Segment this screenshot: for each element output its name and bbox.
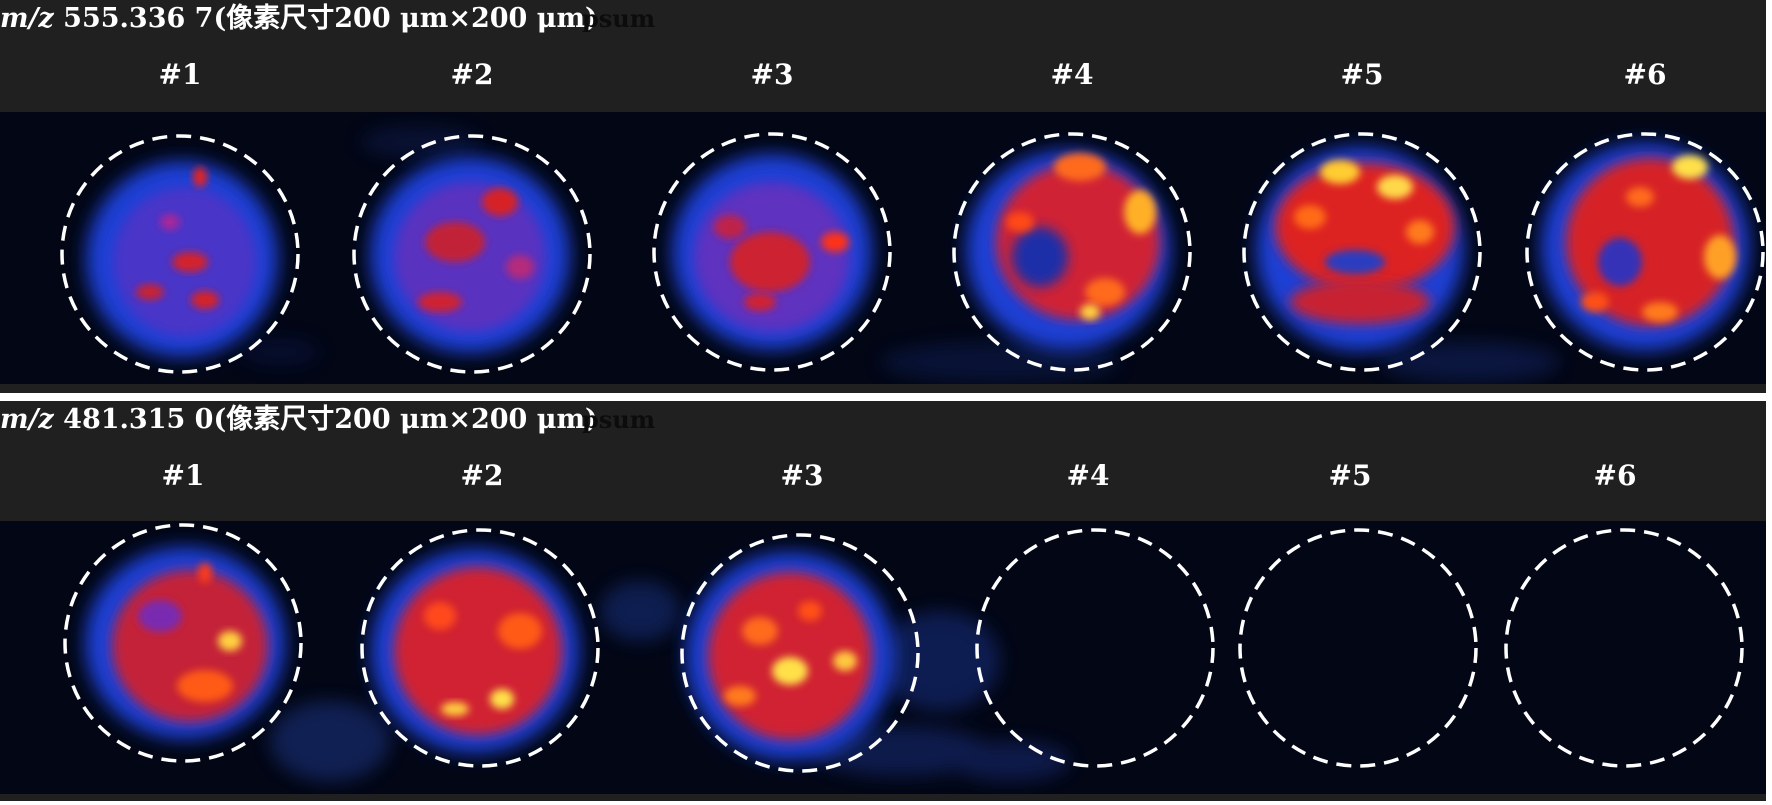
sample-5-signal — [1256, 147, 1464, 351]
panel-title: m/z 555.336 7(像素尺寸200 μm×200 μm) — [0, 0, 598, 38]
sample-label-6: #6 — [1593, 459, 1637, 492]
ms-image-svg — [63, 523, 1744, 781]
sample-5-outline — [1242, 132, 1482, 372]
sample-6-outline — [1504, 528, 1744, 768]
sample-label-2: #2 — [460, 459, 504, 492]
sample-3-signal — [686, 552, 894, 760]
sample-1-signal — [85, 547, 285, 739]
background-noise — [270, 581, 1070, 781]
sample-label-row: #1 #2 #3 #4 #5 #6 — [0, 55, 1766, 105]
ms-image-area — [0, 112, 1766, 384]
sample-1-signal — [86, 161, 278, 357]
sample-6-signal — [1541, 143, 1749, 351]
sample-1-outline — [60, 134, 300, 374]
sample-2-outline — [352, 134, 592, 374]
ghost-text: psum — [582, 4, 656, 33]
sample-label-3: #3 — [780, 459, 824, 492]
sample-label-4: #4 — [1050, 58, 1094, 91]
sample-label-6: #6 — [1623, 58, 1667, 91]
sample-3-outline — [680, 533, 920, 773]
sample-label-1: #1 — [161, 459, 205, 492]
ghost-text: psum — [582, 405, 656, 434]
sample-6-outline — [1525, 132, 1765, 372]
sample-3-outline — [652, 132, 892, 372]
panel-bottom: m/z 481.315 0(像素尺寸200 μm×200 μm) psum #1… — [0, 401, 1766, 801]
sample-label-row: #1 #2 #3 #4 #5 #6 — [0, 456, 1766, 506]
sample-2-signal — [370, 157, 570, 353]
sample-4-outline — [975, 528, 1215, 768]
sample-label-2: #2 — [450, 58, 494, 91]
sample-5-outline — [1238, 528, 1478, 768]
ms-image-svg — [60, 126, 1765, 382]
sample-3-signal — [672, 154, 872, 350]
sample-label-3: #3 — [750, 58, 794, 91]
sample-2-signal — [371, 549, 579, 753]
mz-value: 481.315 0(像素尺寸200 μm×200 μm) — [53, 404, 598, 435]
sample-label-1: #1 — [158, 58, 202, 91]
sample-label-5: #5 — [1340, 58, 1384, 91]
mz-label: m/z — [0, 3, 54, 34]
sample-label-5: #5 — [1328, 459, 1372, 492]
sample-4-signal — [966, 150, 1170, 350]
ms-image-area — [0, 521, 1766, 794]
sample-2-outline — [360, 528, 600, 768]
sample-1-outline — [63, 523, 303, 763]
background-noise — [240, 126, 1560, 382]
sample-label-4: #4 — [1066, 459, 1110, 492]
sample-4-outline — [952, 132, 1192, 372]
mz-label: m/z — [0, 404, 54, 435]
panel-top: m/z 555.336 7(像素尺寸200 μm×200 μm) psum #1… — [0, 0, 1766, 393]
panel-title: m/z 481.315 0(像素尺寸200 μm×200 μm) — [0, 401, 598, 439]
mz-value: 555.336 7(像素尺寸200 μm×200 μm) — [53, 3, 598, 34]
